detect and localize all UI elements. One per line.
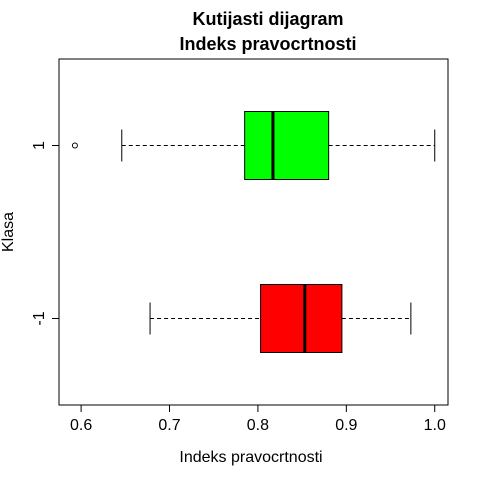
x-tick-label-0.9: 0.9 <box>335 417 357 434</box>
y-axis-label: Klasa <box>0 212 17 252</box>
chart-title-line2: Indeks pravocrtnosti <box>179 34 356 54</box>
x-tick-label-0.8: 0.8 <box>247 417 269 434</box>
y-tick-label-class-neg1: -1 <box>31 311 48 325</box>
x-tick-label-1.0: 1.0 <box>424 417 446 434</box>
y-tick-label-class-1: 1 <box>31 141 48 150</box>
box-class-1 <box>245 112 329 180</box>
box-group-class-neg1 <box>150 285 411 353</box>
x-tick-label-0.6: 0.6 <box>70 417 92 434</box>
x-axis-label: Indeks pravocrtnosti <box>179 449 322 466</box>
outlier-point-class-1-0 <box>72 143 77 148</box>
box-group-class-1 <box>72 112 434 180</box>
boxes-layer <box>72 112 434 353</box>
chart-title-line1: Kutijasti dijagram <box>192 9 343 29</box>
box-class-neg1 <box>261 285 342 353</box>
x-axis: 0.6 0.7 0.8 0.9 1.0 <box>70 405 446 434</box>
y-axis: -1 1 <box>31 141 59 326</box>
plot-frame <box>59 59 448 405</box>
x-tick-label-0.7: 0.7 <box>158 417 180 434</box>
